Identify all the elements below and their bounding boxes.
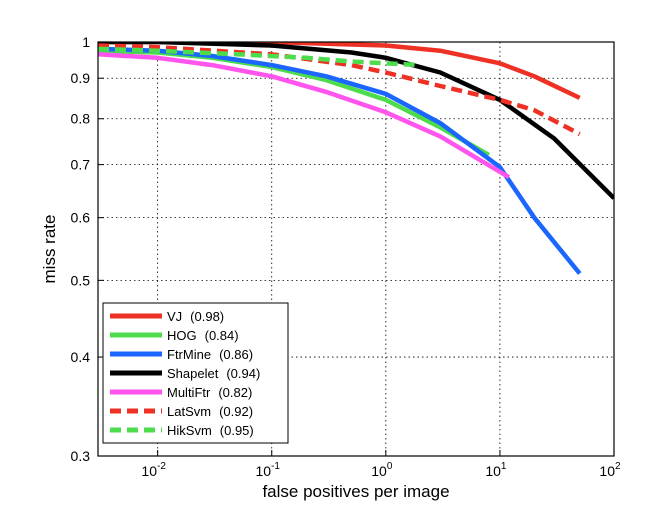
legend-label-ftrmine: FtrMine (0.86) [167, 347, 253, 362]
legend-label-latsvm: LatSvm (0.92) [167, 404, 253, 419]
series-line-hiksvm [98, 46, 421, 68]
series-line-shapelet [98, 42, 614, 200]
y-tick-label: 0.6 [71, 210, 91, 226]
plot-frame [97, 41, 615, 457]
series-line-multiftr [98, 52, 511, 180]
legend-label-hiksvm: HikSvm (0.95) [167, 423, 254, 438]
axis-ticks: 10-2 10-1 100 101 102 0.3 0.4 0.5 0.6 0.7 0.8 0.9 1 [71, 34, 621, 479]
x-axis-label: false positives per image [262, 482, 449, 501]
x-tick-label: 102 [599, 461, 621, 479]
y-tick-label: 0.8 [71, 111, 91, 127]
y-tick-label: 0.3 [71, 448, 91, 464]
series-line-latsvm [98, 43, 581, 137]
y-tick-label: 0.5 [71, 272, 91, 288]
y-tick-label: 0.9 [71, 70, 91, 86]
legend-label-multiftr: MultiFtr (0.82) [167, 385, 252, 400]
x-tick-label: 10-1 [255, 461, 280, 479]
legend: VJ (0.98) HOG (0.84) FtrMine (0.86) Shapelet (0… [102, 302, 289, 444]
x-tick-label: 10-2 [141, 461, 166, 479]
legend-label-hog: HOG (0.84) [167, 328, 239, 343]
y-tick-label: 0.7 [71, 157, 91, 173]
x-tick-label: 101 [485, 461, 507, 479]
series-line-vj [98, 42, 581, 100]
legend-label-shapelet: Shapelet (0.94) [167, 366, 260, 381]
legend-label-vj: VJ (0.98) [167, 309, 224, 324]
y-tick-label: 1 [82, 34, 90, 50]
y-tick-label: 0.4 [71, 349, 91, 365]
x-tick-label: 100 [371, 461, 393, 479]
series-lines [98, 42, 614, 275]
y-axis-label: miss rate [40, 215, 59, 284]
